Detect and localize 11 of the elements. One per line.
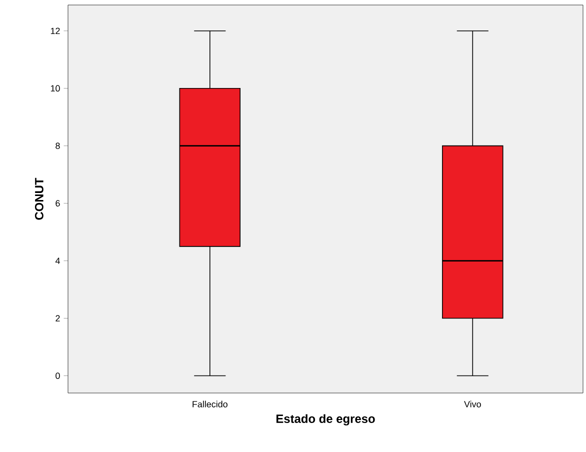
y-tick-label: 2 <box>56 315 60 322</box>
x-axis-title: Estado de egreso <box>276 414 375 426</box>
y-tick-label: 0 <box>56 372 60 379</box>
y-tick-label: 12 <box>50 28 60 34</box>
x-tick-label: Vivo <box>464 400 481 408</box>
y-tick-label: 8 <box>56 142 60 150</box>
y-tick-label: 6 <box>56 200 60 206</box>
y-axis-title: CONUT <box>34 178 44 220</box>
x-tick-label: Fallecido <box>192 400 228 408</box>
y-tick-label: 10 <box>50 85 60 92</box>
y-tick-label: 4 <box>55 258 60 264</box>
